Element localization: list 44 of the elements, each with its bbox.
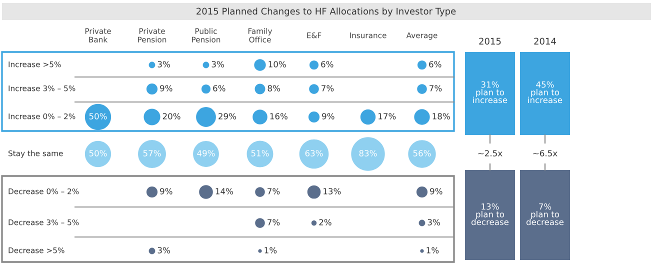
data-label: 9%: [160, 188, 172, 194]
text: 2014: [534, 38, 556, 45]
data-label: 18%: [432, 113, 450, 120]
data-label: 50%: [89, 150, 107, 156]
data-label: 17%: [378, 113, 396, 120]
data-label: 7%: [322, 85, 334, 92]
data-label: 6%: [321, 61, 334, 68]
data-label: 2%: [319, 219, 332, 226]
text: ~2.5x: [478, 150, 502, 156]
text: 2015: [479, 38, 501, 45]
data-label: 9%: [430, 188, 442, 194]
data-label: 56%: [413, 150, 431, 156]
text: 45% plan to increase: [528, 81, 562, 104]
data-label: 10%: [268, 61, 286, 68]
data-label: 83%: [359, 150, 377, 156]
data-label: 3%: [158, 61, 170, 68]
text: 7% plan to decrease: [526, 203, 564, 226]
data-label: 3%: [158, 247, 170, 254]
data-label: 9%: [322, 113, 334, 120]
data-label: 1%: [264, 247, 277, 254]
data-label: 9%: [160, 85, 172, 92]
data-label: 57%: [143, 150, 161, 156]
data-label: 6%: [213, 85, 226, 92]
data-label: 29%: [218, 113, 236, 120]
data-label: 7%: [430, 85, 442, 92]
data-label: 7%: [268, 188, 280, 194]
data-label: 50%: [89, 113, 107, 120]
text: 13% plan to decrease: [471, 203, 509, 226]
data-label: 13%: [324, 188, 341, 194]
data-label: 6%: [429, 61, 442, 68]
data-label: 14%: [216, 188, 233, 194]
data-label: 3%: [428, 219, 440, 226]
data-label: 3%: [212, 61, 224, 68]
chart-title: 2015 Planned Changes to HF Allocations by Investor Type: [196, 8, 456, 16]
text: 31% plan to increase: [473, 81, 508, 104]
data-label: 63%: [305, 150, 323, 156]
data-label: 20%: [162, 113, 180, 120]
data-label: 7%: [268, 219, 280, 226]
text: ~6.5x: [533, 150, 558, 156]
data-label: 51%: [251, 150, 269, 156]
data-label: 8%: [268, 85, 280, 92]
data-label: 16%: [270, 113, 288, 120]
data-label: 49%: [197, 150, 215, 156]
data-label: 1%: [426, 247, 439, 254]
